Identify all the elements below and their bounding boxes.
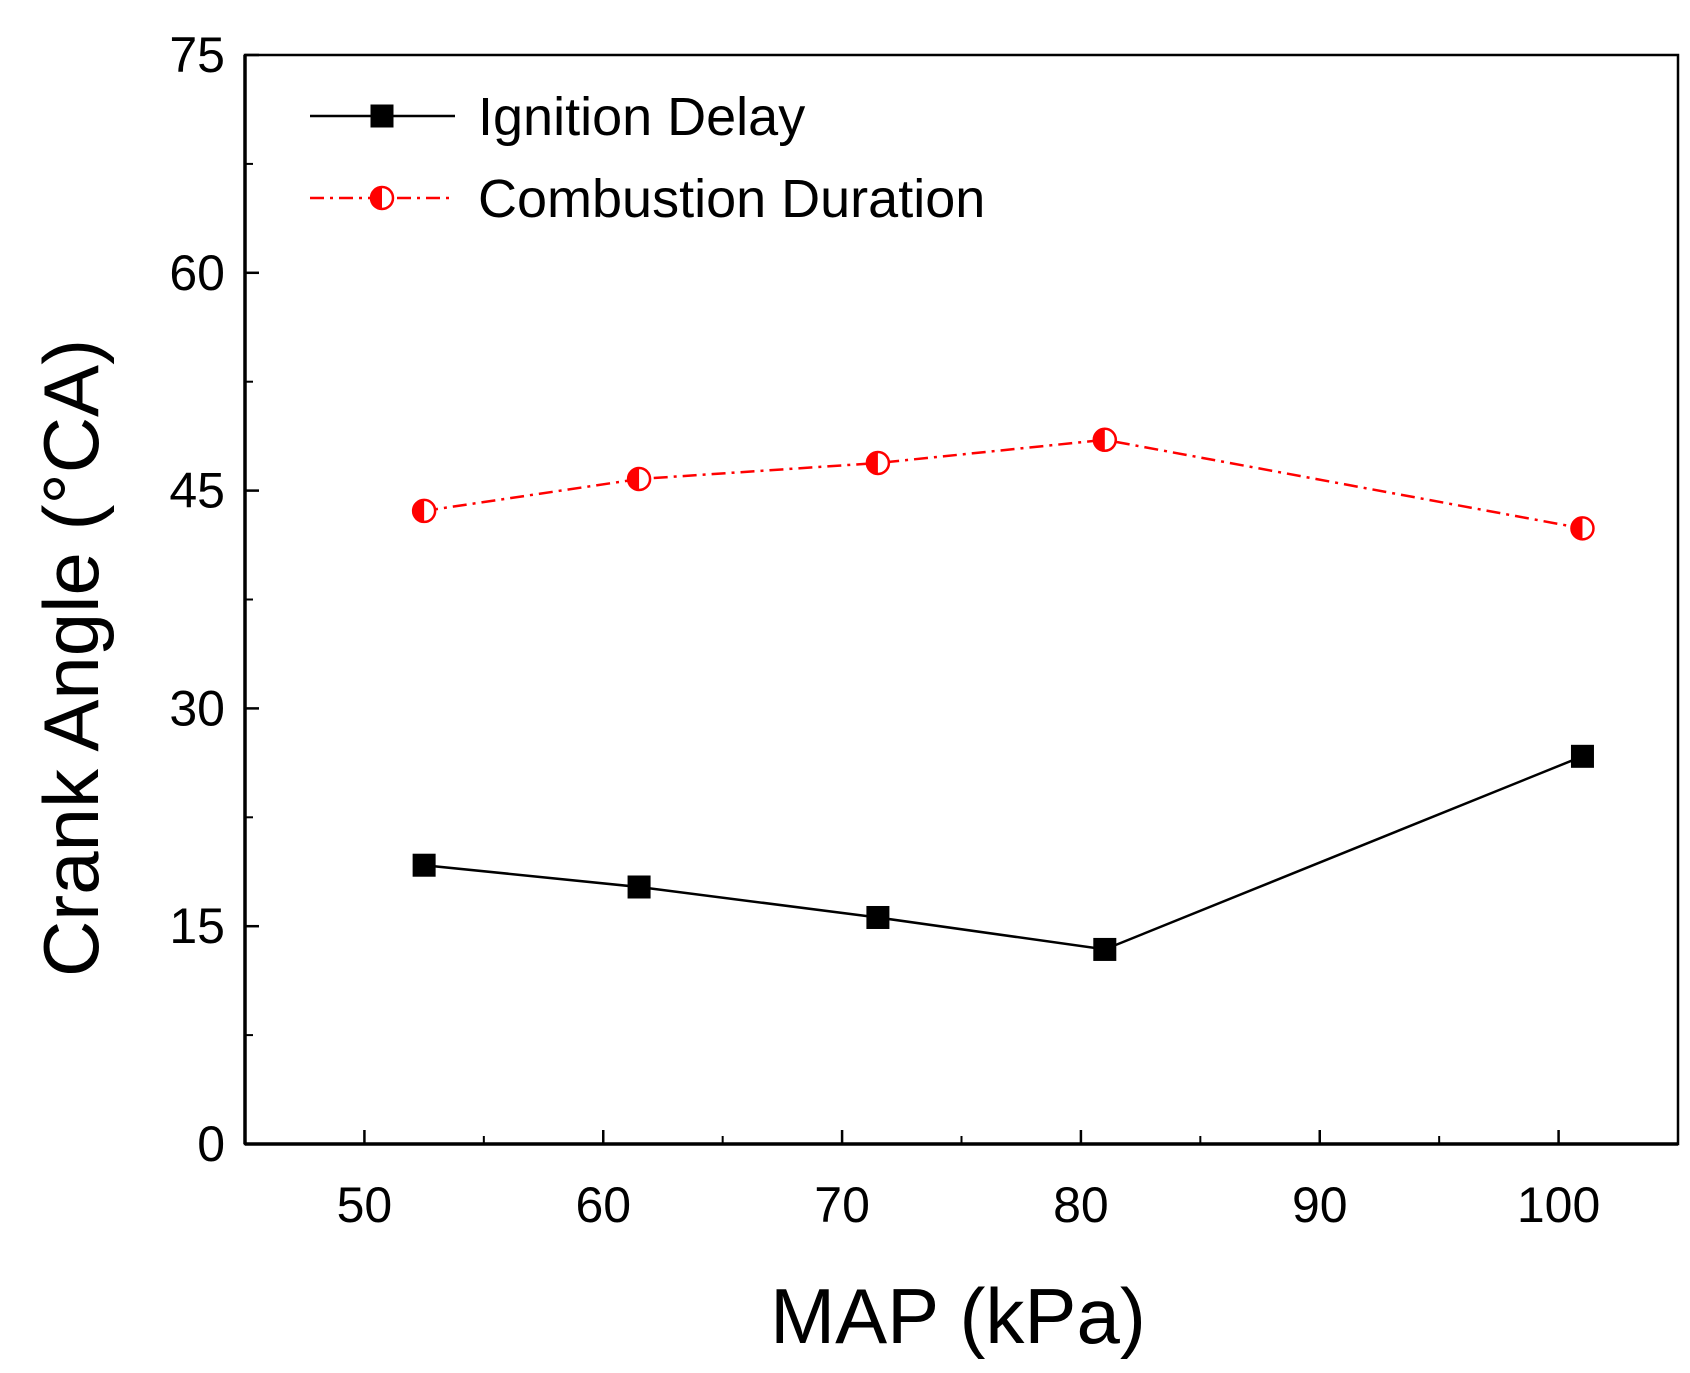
legend-label: Ignition Delay (478, 87, 805, 147)
series-line (423, 755, 1583, 951)
legend-item: Ignition Delay (310, 87, 805, 147)
y-tick-label: 75 (169, 27, 225, 83)
marker-half-fill (371, 187, 382, 209)
marker-half-fill (866, 452, 878, 475)
data-point-circle (865, 450, 891, 476)
data-point-square (1570, 744, 1594, 768)
data-point-square (412, 853, 436, 877)
series-layer (411, 427, 1595, 961)
series-combustion-duration (411, 427, 1595, 541)
marker-half-fill (1571, 517, 1583, 540)
data-point-square (1093, 937, 1117, 961)
series-ignition-delay (412, 744, 1594, 961)
data-point-circle (411, 498, 437, 524)
axes: 50 60 70 80 90 100 0 15 30 45 60 75 (169, 27, 1680, 1233)
x-tick-label: 70 (814, 1177, 870, 1233)
data-point-square (866, 905, 890, 929)
y-tick-label: 45 (169, 463, 225, 519)
legend: Ignition Delay Combustion Duration (310, 87, 985, 229)
y-tick-label: 30 (169, 680, 225, 736)
legend-item: Combustion Duration (310, 169, 985, 229)
marker-half-fill (1093, 428, 1105, 451)
x-tick-label: 80 (1053, 1177, 1109, 1233)
x-tick-label: 100 (1517, 1177, 1600, 1233)
y-tick-label: 60 (169, 245, 225, 301)
x-tick-label: 90 (1292, 1177, 1348, 1233)
data-point-circle (1570, 516, 1595, 541)
marker-half-fill (413, 499, 425, 522)
data-point-square (627, 875, 651, 899)
x-tick-label: 60 (575, 1177, 631, 1233)
y-axis-title: Crank Angle (°CA) (27, 339, 115, 977)
y-tick-label: 0 (197, 1116, 225, 1172)
marker-half-fill (628, 467, 640, 490)
y-tick-label: 15 (169, 898, 225, 954)
data-point-circle (369, 185, 395, 211)
series-line (423, 438, 1583, 530)
x-tick-label: 50 (337, 1177, 393, 1233)
data-point-square (370, 104, 394, 128)
data-point-circle (626, 466, 652, 492)
legend-label: Combustion Duration (478, 169, 985, 229)
data-point-circle (1092, 427, 1118, 453)
x-axis-title: MAP (kPa) (770, 1272, 1146, 1360)
